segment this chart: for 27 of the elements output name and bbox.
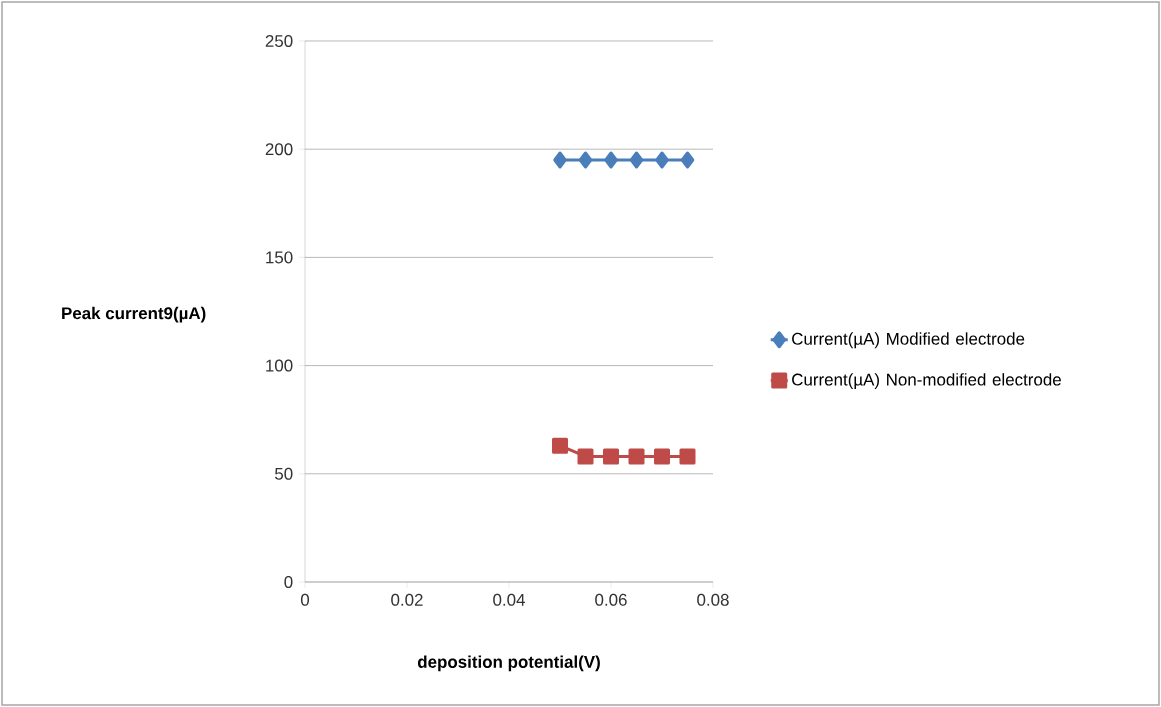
y-tick-label: 0	[284, 575, 293, 588]
point	[552, 437, 569, 454]
point	[679, 448, 696, 465]
y-tick-label: 150	[266, 251, 293, 264]
x-axis-title: deposition potential(V)	[417, 655, 600, 672]
y-axis-title: Peak current9(µA)	[62, 306, 206, 323]
point	[628, 448, 645, 465]
point	[578, 151, 593, 169]
point	[654, 448, 670, 465]
point	[603, 448, 619, 465]
x-tick-label: 0.08	[697, 593, 729, 606]
point	[604, 151, 618, 169]
point	[553, 151, 567, 169]
legend-label: Current(µA) Non-modified electrode	[792, 373, 1061, 389]
point	[629, 151, 644, 169]
point	[655, 151, 669, 169]
point	[577, 448, 594, 465]
legend-label: Current(µA) Modified electrode	[792, 332, 1025, 349]
x-tick-label: 0.02	[391, 593, 423, 606]
point	[680, 151, 695, 169]
y-tick-label: 200	[265, 143, 293, 156]
x-tick-label: 0.06	[595, 593, 627, 606]
x-tick-label: 0.04	[493, 593, 525, 606]
y-tick-label: 100	[266, 359, 293, 372]
x-tick-label: 0	[300, 593, 310, 606]
y-tick-label: 50	[275, 467, 293, 480]
y-tick-label: 250	[265, 34, 293, 47]
